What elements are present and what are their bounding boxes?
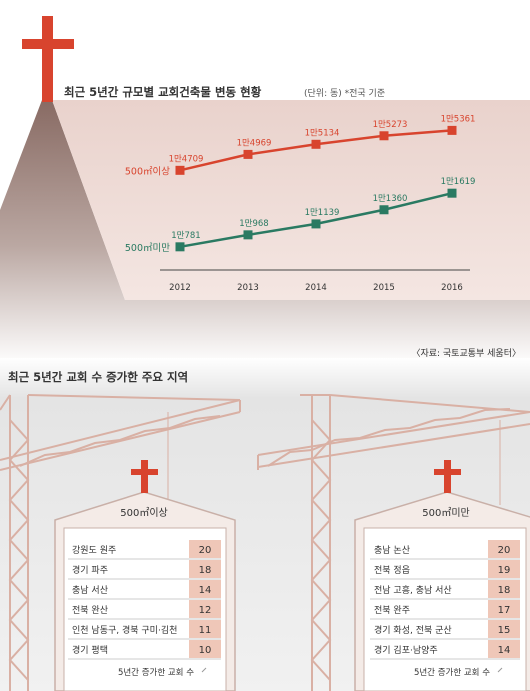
series-name: 500㎡이상 (125, 166, 170, 177)
region-table-right: 충남 논산 20 전북 정읍 19 전남 고흥, 충남 서산 18 전북 완주 17 경기 화성… (370, 540, 520, 660)
value-box (488, 560, 520, 578)
x-tick-label: 2014 (305, 283, 327, 293)
data-point (175, 242, 185, 252)
region-value: 12 (199, 605, 212, 616)
value-box (488, 640, 520, 658)
value-box (488, 580, 520, 598)
value-box (189, 640, 221, 658)
region-value: 10 (199, 645, 212, 656)
value-box (189, 580, 221, 598)
value-box (488, 620, 520, 638)
x-tick-label: 2016 (441, 283, 463, 293)
data-label: 1만968 (239, 219, 268, 229)
data-label: 1만4709 (169, 154, 204, 164)
region-name: 충남 논산 (374, 545, 410, 556)
roof-label-small: 500㎡미만 (422, 507, 470, 519)
region-name: 경기 김포·남양주 (374, 644, 438, 656)
crane-left (0, 394, 241, 691)
region-name: 경기 평택 (72, 644, 108, 656)
region-name: 전남 고흥, 충남 서산 (374, 584, 452, 596)
data-point (379, 131, 389, 141)
roof-label-large: 500㎡이상 (120, 507, 168, 519)
data-point (379, 205, 389, 215)
crane-right (257, 394, 530, 691)
region-table-left: 강원도 원주 20 경기 파주 18 충남 서산 14 전북 완산 12 인천 남동구, 경북 … (68, 540, 221, 660)
x-tick-label: 2013 (237, 283, 259, 293)
value-box (189, 600, 221, 618)
value-box (189, 620, 221, 638)
region-value: 15 (498, 625, 511, 636)
region-name: 전북 완주 (374, 605, 410, 616)
region-value: 18 (498, 585, 511, 596)
region-value: 20 (498, 545, 511, 556)
footnote-right: 5년간 증가한 교회 수 (414, 667, 490, 678)
x-tick-label: 2012 (169, 283, 191, 293)
data-label: 1만5361 (441, 114, 476, 124)
cross-icon (434, 460, 461, 493)
mountain-shape (0, 100, 530, 365)
region-name: 충남 서산 (72, 585, 108, 596)
value-box (189, 560, 221, 578)
data-label: 1만781 (171, 231, 200, 241)
region-value: 19 (498, 565, 511, 576)
data-point (243, 230, 253, 240)
region-name: 전북 정읍 (374, 565, 410, 576)
data-point (311, 139, 321, 149)
series-name: 500㎡미만 (125, 243, 170, 254)
region-name: 경기 화성, 전북 군산 (374, 624, 452, 636)
footnote-pointer (497, 667, 503, 673)
cross-icon (22, 16, 74, 102)
data-point (311, 219, 321, 229)
region-value: 14 (199, 585, 212, 596)
data-label: 1만1139 (305, 208, 340, 218)
region-value: 17 (498, 605, 511, 616)
unit-note: (단위: 동) *전국 기준 (304, 88, 385, 99)
section-title: 최근 5년간 교회 수 증가한 주요 지역 (8, 370, 188, 384)
region-value: 20 (199, 545, 212, 556)
data-label: 1만4969 (237, 138, 272, 148)
source-note: 〈자료: 국토교통부 세움터〉 (411, 348, 521, 359)
chart-title: 최근 5년간 규모별 교회건축물 변동 현황 (64, 85, 262, 99)
data-label: 1만5134 (305, 128, 340, 138)
footnote-left: 5년간 증가한 교회 수 (118, 667, 194, 678)
data-label: 1만1619 (441, 177, 476, 187)
chart-panel (52, 100, 530, 300)
data-label: 1만1360 (373, 194, 408, 204)
region-name: 인천 남동구, 경북 구미·김천 (72, 624, 177, 636)
data-point (447, 188, 457, 198)
region-name: 경기 파주 (72, 564, 108, 576)
value-box (488, 540, 520, 558)
region-name: 강원도 원주 (72, 545, 116, 556)
footnote-pointer (201, 667, 207, 673)
cross-icon (131, 460, 158, 493)
data-point (447, 125, 457, 135)
region-value: 18 (199, 565, 212, 576)
region-value: 14 (498, 645, 511, 656)
line-chart: 2012 2013 2014 2015 2016 1만4709 1만4969 1만5134 1만… (125, 114, 476, 293)
data-point (243, 149, 253, 159)
data-point (175, 165, 185, 175)
data-label: 1만5273 (373, 120, 408, 130)
x-tick-label: 2015 (373, 283, 395, 293)
region-value: 11 (199, 625, 212, 636)
value-box (189, 540, 221, 558)
region-name: 전북 완산 (72, 605, 108, 616)
value-box (488, 600, 520, 618)
